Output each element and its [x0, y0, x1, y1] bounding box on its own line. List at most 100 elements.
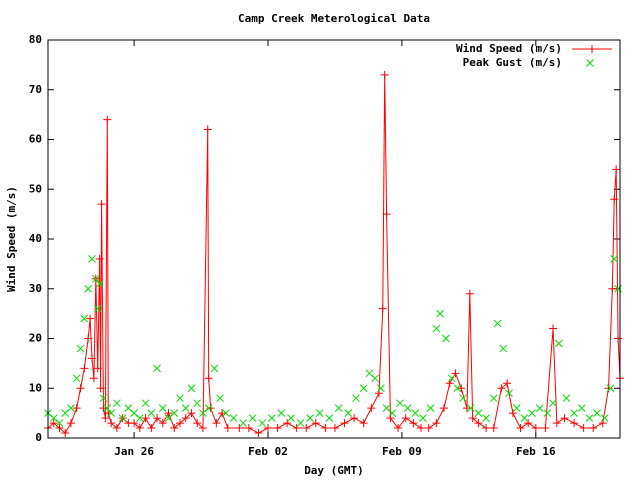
- data-point: [432, 419, 441, 428]
- data-point: [273, 424, 282, 433]
- legend-marker: [586, 59, 594, 67]
- data-point: [579, 424, 588, 433]
- data-point: [401, 414, 410, 423]
- legend-label: Wind Speed (m/s): [456, 42, 562, 55]
- data-point: [367, 404, 376, 413]
- data-point: [489, 394, 498, 403]
- data-point: [218, 409, 227, 418]
- data-point: [577, 404, 586, 413]
- data-point: [254, 429, 263, 438]
- data-point: [585, 414, 594, 422]
- data-point: [604, 384, 613, 393]
- data-point: [426, 404, 435, 413]
- data-point: [112, 424, 121, 433]
- data-point: [147, 409, 156, 417]
- data-point: [482, 424, 491, 433]
- data-point: [549, 324, 558, 333]
- data-point: [371, 374, 379, 383]
- data-point: [359, 384, 368, 393]
- data-point: [153, 364, 161, 373]
- data-point: [170, 409, 179, 417]
- data-point: [306, 414, 314, 422]
- data-point: [365, 369, 374, 378]
- data-point: [95, 254, 104, 263]
- data-point: [468, 414, 477, 423]
- data-point: [170, 424, 179, 433]
- data-point: [103, 115, 112, 124]
- data-point: [164, 414, 173, 422]
- legend-label: Peak Gust (m/s): [463, 56, 562, 69]
- x-tick-label: Feb 09: [382, 445, 422, 458]
- data-point: [403, 404, 412, 413]
- data-point: [93, 364, 102, 373]
- data-point: [344, 409, 353, 417]
- data-point: [482, 414, 490, 422]
- x-tick-label: Feb 16: [516, 445, 556, 458]
- data-point: [440, 404, 448, 413]
- y-tick-label: 60: [29, 133, 42, 146]
- data-point: [606, 384, 615, 393]
- data-point: [296, 419, 305, 427]
- x-axis-label: Day (GMT): [304, 464, 364, 477]
- data-point: [61, 409, 70, 417]
- data-point: [76, 384, 85, 393]
- legend-marker: [588, 45, 596, 53]
- data-point: [176, 419, 184, 428]
- data-point: [493, 319, 502, 328]
- data-point: [124, 404, 133, 413]
- data-point: [436, 309, 445, 318]
- data-point: [164, 409, 173, 418]
- data-point: [84, 334, 93, 343]
- data-point: [99, 394, 108, 403]
- data-point: [204, 374, 213, 383]
- data-point: [593, 409, 601, 417]
- data-point: [562, 394, 571, 403]
- data-point: [612, 165, 621, 174]
- data-point: [158, 404, 167, 413]
- y-tick-label: 50: [29, 182, 42, 195]
- data-point: [325, 414, 334, 422]
- data-point: [311, 419, 320, 428]
- data-point: [72, 374, 81, 383]
- y-tick-label: 20: [29, 332, 42, 345]
- data-point: [287, 414, 295, 422]
- data-point: [552, 419, 561, 428]
- data-point: [198, 424, 207, 433]
- data-point: [107, 419, 116, 428]
- data-point: [378, 304, 387, 313]
- data-point: [76, 344, 85, 353]
- series-line: [47, 74, 621, 434]
- data-point: [86, 314, 95, 323]
- data-point: [88, 354, 96, 363]
- y-axis-label: Wind Speed (m/s): [5, 186, 18, 292]
- data-point: [382, 404, 391, 413]
- y-tick-label: 10: [29, 381, 42, 394]
- data-point: [516, 424, 525, 433]
- data-point: [80, 314, 89, 323]
- data-point: [204, 404, 213, 413]
- data-point: [258, 419, 267, 427]
- data-point: [130, 419, 139, 428]
- data-point: [158, 419, 167, 428]
- data-point: [549, 399, 557, 408]
- data-point: [193, 419, 202, 428]
- data-point: [442, 334, 450, 343]
- data-point: [277, 409, 286, 417]
- chart-title: Camp Creek Meterological Data: [238, 12, 430, 25]
- data-point: [543, 409, 552, 417]
- data-point: [570, 409, 578, 417]
- data-point: [176, 394, 184, 403]
- y-tick-label: 40: [29, 232, 42, 245]
- data-point: [474, 409, 483, 417]
- data-point: [499, 344, 508, 353]
- data-point: [608, 284, 617, 293]
- data-point: [352, 394, 360, 403]
- data-point: [432, 324, 441, 333]
- data-point: [91, 274, 100, 283]
- data-point: [103, 404, 112, 413]
- data-point: [141, 399, 150, 408]
- data-point: [141, 414, 150, 423]
- data-point: [239, 419, 247, 427]
- data-point: [222, 409, 230, 417]
- data-point: [203, 125, 212, 134]
